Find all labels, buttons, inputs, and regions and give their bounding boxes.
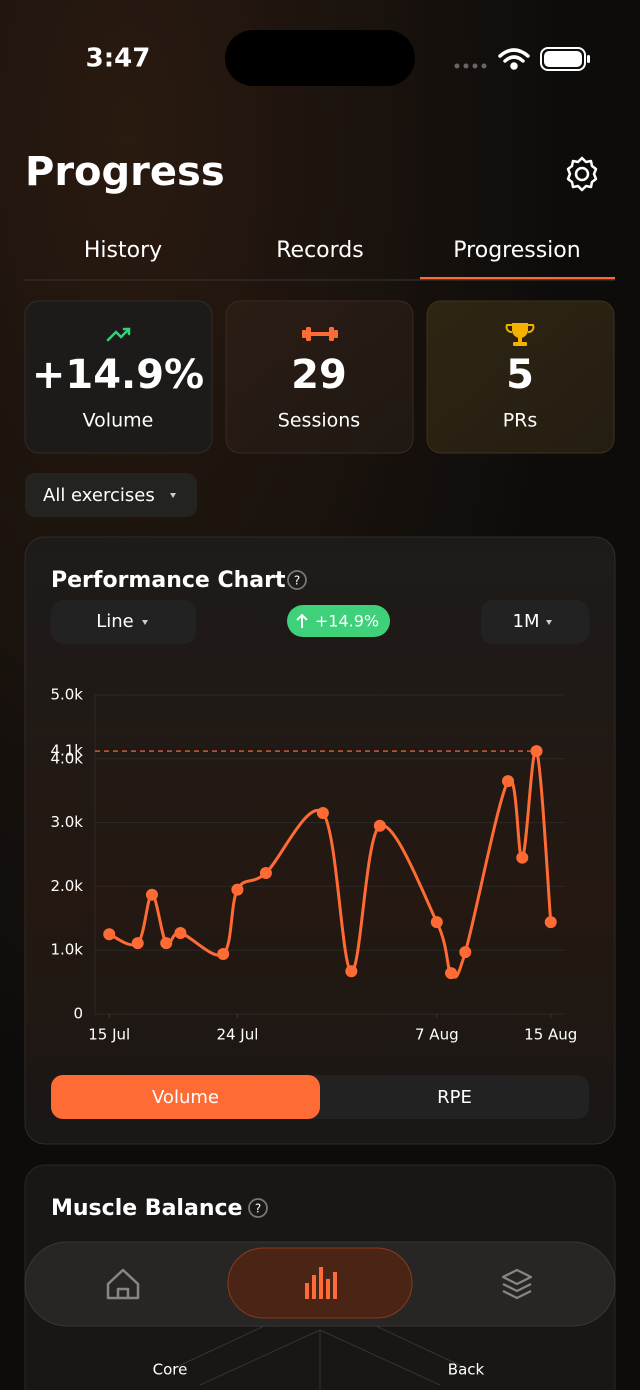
max-line-label: 4.1k bbox=[50, 742, 83, 760]
radar-axis-label: Core bbox=[153, 1361, 188, 1379]
trophy-icon bbox=[505, 323, 535, 346]
chart-icon bbox=[305, 1267, 337, 1299]
data-point bbox=[459, 946, 472, 959]
radar-axis-label: Back bbox=[448, 1361, 485, 1379]
performance-card bbox=[24, 536, 616, 1145]
battery-icon bbox=[540, 47, 590, 71]
card-title: Muscle Balance bbox=[51, 1196, 242, 1221]
page-title: Progress bbox=[25, 149, 225, 195]
signal-icon bbox=[454, 63, 487, 69]
select-label: 1M bbox=[513, 611, 540, 632]
data-point bbox=[231, 883, 244, 896]
dumbbell-icon bbox=[302, 327, 338, 341]
layers-button[interactable] bbox=[501, 1268, 533, 1300]
stat-card bbox=[24, 300, 213, 454]
status-time: 3:47 bbox=[86, 44, 151, 74]
settings-button[interactable] bbox=[566, 156, 598, 192]
wifi-icon bbox=[498, 48, 530, 70]
stat-value: 29 bbox=[291, 352, 347, 398]
trend-icon bbox=[106, 327, 131, 342]
tab[interactable]: History bbox=[84, 238, 162, 263]
help-icon[interactable]: ? bbox=[248, 1198, 268, 1218]
data-point bbox=[217, 948, 230, 961]
change-badge: +14.9% bbox=[287, 605, 390, 637]
data-point bbox=[345, 965, 358, 978]
data-point bbox=[544, 916, 557, 929]
x-tick-label: 24 Jul bbox=[216, 1026, 258, 1044]
data-point bbox=[316, 807, 329, 820]
data-point bbox=[145, 888, 158, 901]
metric-toggle: Volume RPE bbox=[51, 1075, 589, 1119]
stat-value: 5 bbox=[506, 352, 534, 398]
stat-card bbox=[225, 300, 414, 454]
tab-bar: History Records Progression bbox=[84, 238, 615, 280]
stat-value: +14.9% bbox=[32, 352, 204, 398]
dynamic-island bbox=[225, 30, 415, 86]
data-point bbox=[430, 916, 443, 929]
svg-text:?: ? bbox=[294, 574, 300, 588]
y-tick-label: 0 bbox=[73, 1005, 83, 1023]
card-title: Performance Chart bbox=[51, 568, 286, 593]
home-button[interactable] bbox=[106, 1268, 140, 1300]
y-tick-label: 2.0k bbox=[50, 877, 83, 895]
toggle-option[interactable]: Volume bbox=[152, 1087, 219, 1108]
y-tick-label: 1.0k bbox=[50, 941, 83, 959]
data-point bbox=[174, 926, 187, 939]
data-point bbox=[103, 928, 116, 941]
y-tick-label: 3.0k bbox=[50, 813, 83, 831]
data-point bbox=[516, 851, 529, 864]
svg-text:?: ? bbox=[255, 1202, 261, 1216]
tab[interactable]: Progression bbox=[453, 238, 580, 263]
y-tick-label: 5.0k bbox=[50, 686, 83, 704]
stat-label: Sessions bbox=[278, 410, 360, 432]
data-point bbox=[502, 775, 515, 788]
select-label: Line bbox=[96, 611, 134, 632]
x-tick-label: 15 Jul bbox=[88, 1026, 130, 1044]
stat-card bbox=[426, 300, 615, 454]
tab[interactable]: Records bbox=[276, 238, 363, 263]
filter-label: All exercises bbox=[43, 485, 155, 506]
toggle-active bbox=[51, 1075, 320, 1119]
badge-label: +14.9% bbox=[315, 612, 379, 631]
tab-navigation bbox=[24, 1241, 616, 1327]
data-point bbox=[160, 937, 173, 950]
help-icon[interactable]: ? bbox=[287, 570, 307, 590]
exercise-filter[interactable]: All exercises bbox=[25, 473, 197, 517]
performance-chart: 0 1.0k 2.0k 3.0k 4.0k 5.0k 15 Jul 24 Jul 7 Aug 15… bbox=[50, 686, 577, 1044]
data-point bbox=[131, 937, 144, 950]
data-point bbox=[445, 967, 458, 980]
x-tick-label: 15 Aug bbox=[524, 1026, 577, 1044]
x-tick-label: 7 Aug bbox=[415, 1026, 459, 1044]
stat-label: Volume bbox=[83, 410, 154, 432]
data-point bbox=[373, 819, 386, 832]
range-select[interactable]: 1M bbox=[481, 600, 589, 644]
stat-label: PRs bbox=[503, 410, 538, 432]
y-tick-label: 4.0k bbox=[50, 749, 83, 767]
data-point bbox=[530, 745, 543, 758]
tab-indicator bbox=[420, 277, 615, 280]
chart-type-select[interactable]: Line bbox=[51, 600, 196, 644]
data-point bbox=[259, 867, 272, 880]
toggle-option[interactable]: RPE bbox=[437, 1087, 472, 1108]
